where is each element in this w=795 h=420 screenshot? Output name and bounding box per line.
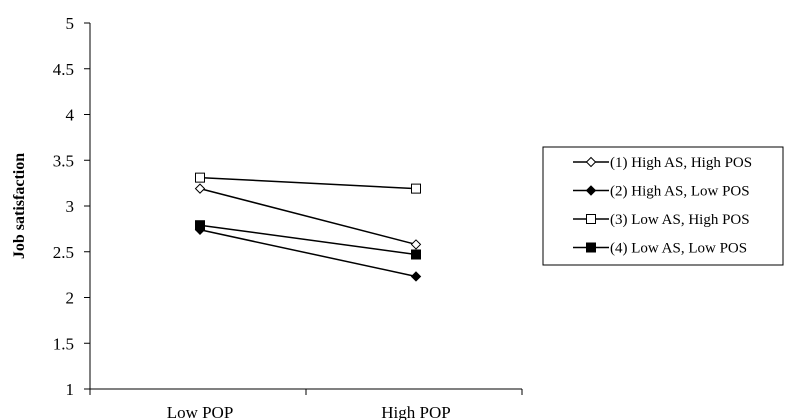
y-tick-label: 5 <box>66 14 75 33</box>
data-point <box>194 183 206 194</box>
series-3 <box>195 172 421 194</box>
x-tick-label: High POP <box>381 403 450 420</box>
series-4 <box>195 220 421 260</box>
legend-marker <box>585 156 597 168</box>
data-point <box>411 183 421 194</box>
data-point <box>410 271 422 282</box>
y-tick-label: 3.5 <box>53 151 74 170</box>
legend-marker <box>586 242 596 253</box>
series-line <box>199 187 417 246</box>
data-point <box>195 172 205 183</box>
data-point <box>195 220 205 231</box>
y-tick-label: 1.5 <box>53 334 74 353</box>
series-line <box>199 176 417 190</box>
series-2 <box>194 224 422 282</box>
data-point <box>410 239 422 250</box>
legend-label: (1) High AS, High POS <box>610 155 752 171</box>
x-tick-label: Low POP <box>167 403 234 420</box>
series-group <box>194 172 422 282</box>
series-1 <box>194 183 422 250</box>
legend-label: (2) High AS, Low POS <box>610 184 750 200</box>
legend-item: (4) Low AS, Low POS <box>573 241 747 257</box>
y-ticks: 1 1.5 2 2.5 3 3.5 4 4.5 5 <box>53 14 90 399</box>
y-tick-label: 3 <box>66 197 75 216</box>
data-point <box>411 249 421 260</box>
y-tick-label: 4 <box>66 106 75 125</box>
legend-label: (3) Low AS, High POS <box>610 212 750 228</box>
y-axis-label: Job satisfaction <box>11 153 28 259</box>
y-tick-label: 2 <box>66 289 75 308</box>
legend-label: (4) Low AS, Low POS <box>610 241 747 257</box>
series-line <box>199 229 417 278</box>
legend: (1) High AS, High POS (2) High AS, Low PO… <box>542 146 784 266</box>
legend-marker <box>586 214 596 224</box>
series-line <box>199 224 417 256</box>
y-tick-label: 2.5 <box>53 243 74 262</box>
plot-area <box>89 23 522 390</box>
legend-item: (3) Low AS, High POS <box>573 212 750 228</box>
legend-marker <box>585 185 597 196</box>
legend-item: (2) High AS, Low POS <box>573 184 750 200</box>
legend-item: (1) High AS, High POS <box>573 155 752 171</box>
x-ticks: Low POP High POP <box>89 389 523 420</box>
y-tick-label: 4.5 <box>53 60 74 79</box>
y-tick-label: 1 <box>66 380 75 399</box>
legend-box <box>542 146 784 266</box>
